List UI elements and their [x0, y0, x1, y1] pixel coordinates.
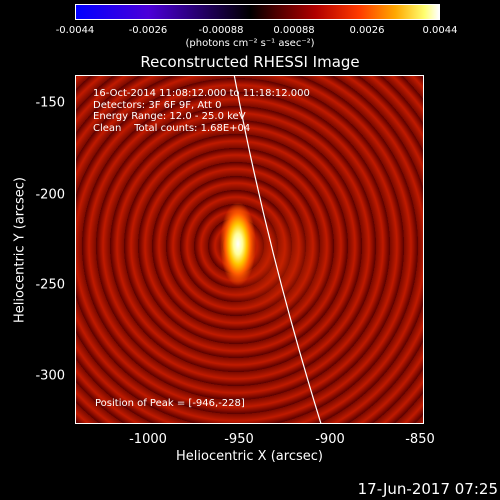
solar-limb — [233, 76, 322, 423]
x-tick: -850 — [405, 432, 435, 447]
colorbar-tick: -0.00088 — [198, 25, 244, 36]
image-title: Reconstructed RHESSI Image — [140, 53, 360, 71]
x-tick: -1000 — [129, 432, 167, 447]
datestamp: 17-Jun-2017 07:25 — [357, 480, 498, 498]
y-axis-label: Heliocentric Y (arcsec) — [12, 177, 28, 323]
x-axis-label: Heliocentric X (arcsec) — [176, 449, 323, 464]
x-tick: -950 — [224, 432, 254, 447]
colorbar-tick: 0.0044 — [422, 25, 458, 36]
y-tick: -300 — [35, 368, 65, 384]
info-detectors: Detectors: 3F 6F 9F, Att 0 — [93, 99, 222, 111]
y-tick: -150 — [35, 95, 65, 111]
rhessi-image — [75, 75, 424, 424]
x-tick: -900 — [315, 432, 345, 447]
y-tick: -200 — [35, 187, 65, 203]
y-tick: -250 — [35, 277, 65, 293]
colorbar-tick: -0.0026 — [128, 25, 168, 36]
colorbar-tick: -0.0044 — [55, 25, 95, 36]
colorbar-tick: 0.0026 — [349, 25, 385, 36]
info-energy: Energy Range: 12.0 - 25.0 keV — [93, 111, 246, 122]
colorbar-tick: 0.00088 — [273, 25, 315, 36]
peak-position: Position of Peak = [-946,-228] — [95, 398, 245, 409]
colorbar-unit: (photons cm⁻² s⁻¹ asec⁻²) — [185, 38, 315, 49]
info-time: 16-Oct-2014 11:08:12.000 to 11:18:12.000 — [93, 88, 310, 99]
info-clean: Clean Total counts: 1.68E+04 — [93, 122, 251, 134]
colorbar — [75, 4, 440, 20]
